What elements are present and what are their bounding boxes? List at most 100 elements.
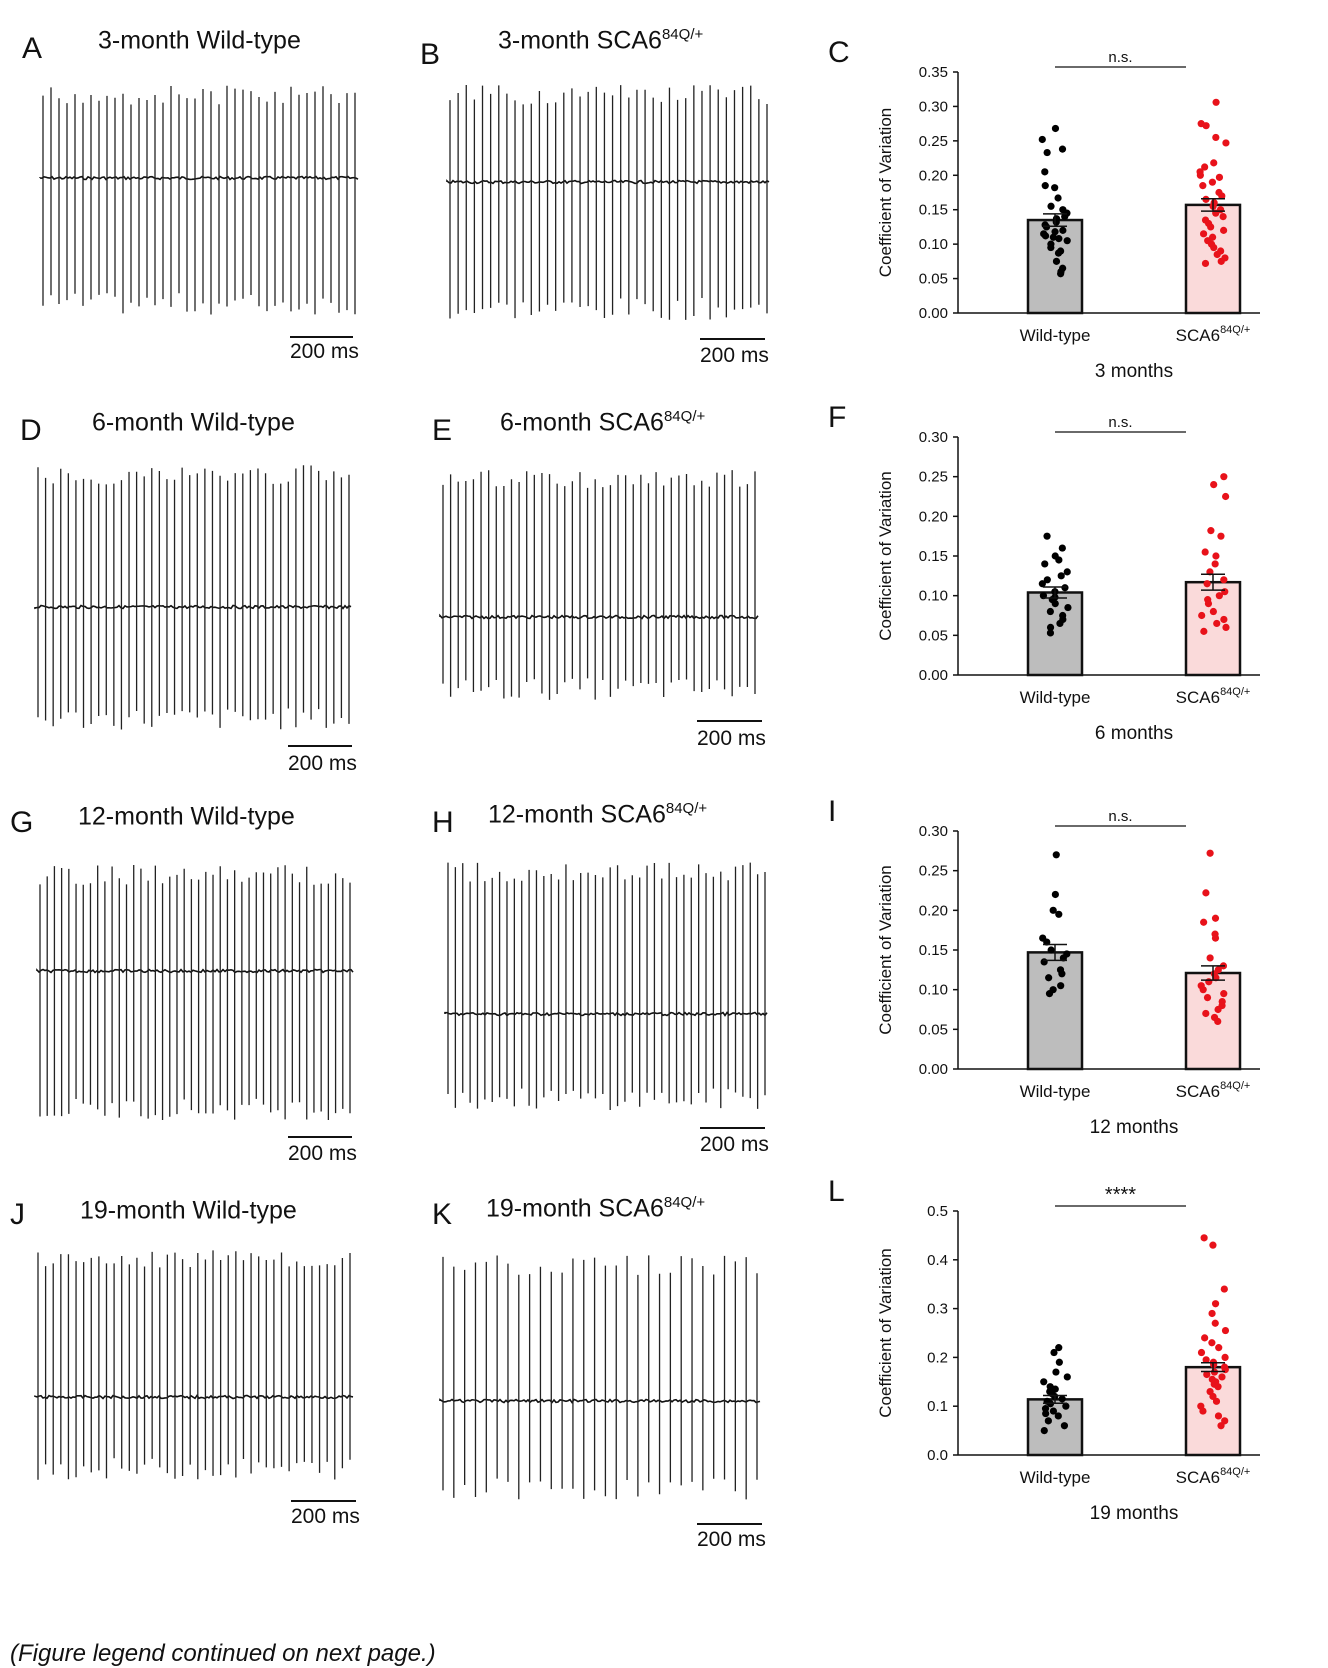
data-point	[1207, 527, 1215, 535]
scale-bar-label: 200 ms	[288, 752, 357, 775]
panel-letter: E	[432, 414, 453, 447]
significance-label: ****	[1105, 1184, 1136, 1206]
panel-title: 6-month SCA684Q/+	[500, 408, 705, 437]
data-point	[1212, 1397, 1221, 1405]
panel-letter: F	[828, 401, 846, 434]
data-point	[1040, 1378, 1048, 1386]
bar	[1026, 951, 1084, 1071]
y-tick-label: 0.20	[919, 508, 948, 525]
title-text: 6-month Wild-type	[92, 408, 295, 437]
data-point	[1057, 572, 1065, 580]
data-point	[1214, 1412, 1223, 1420]
y-axis-label: Coefficient of Variation	[876, 108, 895, 277]
significance-label: n.s.	[1108, 414, 1132, 431]
data-point	[1041, 560, 1049, 568]
bar	[1026, 1398, 1084, 1457]
data-point	[1051, 184, 1059, 192]
data-point	[1208, 1309, 1216, 1318]
data-point	[1058, 970, 1066, 978]
data-point	[1212, 98, 1220, 106]
x-category-label: Wild-type	[1020, 1468, 1091, 1487]
y-tick-label: 0.4	[927, 1252, 948, 1269]
scale-bar-label: 200 ms	[697, 1528, 766, 1551]
panel-letter: D	[20, 414, 42, 447]
scale-bar-label: 200 ms	[291, 1505, 360, 1528]
y-axis-label: Coefficient of Variation	[876, 1248, 895, 1417]
data-point	[1042, 1409, 1050, 1418]
data-point	[1050, 1348, 1058, 1357]
data-point	[1214, 1383, 1222, 1391]
data-point	[1063, 568, 1071, 576]
y-tick-label: 0.5	[927, 1203, 948, 1220]
data-point	[1058, 544, 1066, 552]
data-point	[1213, 619, 1221, 628]
significance-label: n.s.	[1108, 808, 1132, 825]
data-point	[1202, 1009, 1210, 1018]
category-text: SCA6	[1176, 1468, 1220, 1487]
category-superscript: 84Q/+	[1220, 686, 1250, 698]
data-point	[1063, 237, 1071, 245]
data-point	[1204, 600, 1213, 608]
data-point	[1045, 974, 1053, 982]
data-point	[1058, 1395, 1066, 1403]
data-point	[1201, 548, 1209, 556]
panel-letter: B	[420, 38, 441, 71]
data-point	[1058, 145, 1067, 153]
data-point	[1199, 182, 1207, 190]
data-point	[1062, 1402, 1070, 1410]
y-tick-label: 0.25	[919, 863, 948, 880]
data-point	[1043, 148, 1051, 157]
y-axis-label: Coefficient of Variation	[876, 471, 895, 640]
data-point	[1055, 1344, 1063, 1352]
y-tick-label: 0.1	[927, 1398, 948, 1415]
y-tick-label: 0.00	[919, 667, 948, 684]
data-point	[1213, 250, 1221, 259]
y-tick-label: 0.2	[927, 1349, 948, 1366]
scale-bar	[697, 720, 762, 722]
title-text: 3-month Wild-type	[98, 26, 301, 55]
data-point	[1210, 243, 1218, 252]
data-point	[1220, 990, 1228, 998]
data-point	[1222, 623, 1230, 632]
panel-letter: I	[828, 795, 836, 828]
data-point	[1210, 481, 1218, 489]
y-tick-label: 0.10	[919, 982, 948, 999]
panel-letter: K	[432, 1198, 453, 1231]
data-point	[1211, 1319, 1219, 1327]
data-point	[1052, 257, 1061, 265]
category-text: Wild-type	[1020, 1082, 1091, 1101]
data-point	[1203, 1370, 1211, 1379]
data-point	[1202, 889, 1210, 897]
x-axis-label: 12 months	[1090, 1117, 1179, 1138]
data-point	[1200, 627, 1208, 635]
data-point	[1212, 552, 1220, 560]
data-point	[1040, 1427, 1048, 1435]
data-point	[1211, 914, 1220, 922]
data-point	[1057, 270, 1065, 278]
scale-bar-label: 200 ms	[290, 340, 359, 363]
data-point	[1052, 1368, 1060, 1376]
data-point	[1049, 233, 1057, 241]
scale-bar	[288, 745, 352, 747]
x-category-label: Wild-type	[1020, 688, 1091, 707]
data-point	[1218, 192, 1226, 200]
data-point	[1051, 124, 1060, 133]
category-text: Wild-type	[1020, 326, 1091, 345]
y-tick-label: 0.10	[919, 236, 948, 253]
data-point	[1220, 226, 1228, 234]
data-point	[1049, 1407, 1058, 1415]
title-text: 12-month SCA6	[488, 800, 666, 829]
scale-bar	[290, 336, 353, 338]
x-axis-label: 19 months	[1090, 1503, 1179, 1524]
y-tick-label: 0.35	[919, 64, 948, 81]
panel-title: 12-month Wild-type	[78, 802, 295, 831]
title-text: 19-month Wild-type	[80, 1196, 297, 1225]
data-point	[1221, 1353, 1229, 1361]
data-point	[1208, 1339, 1216, 1347]
panel-title: 3-month Wild-type	[98, 26, 301, 55]
data-point	[1051, 890, 1059, 899]
data-point	[1200, 1234, 1208, 1242]
y-tick-label: 0.25	[919, 469, 948, 486]
